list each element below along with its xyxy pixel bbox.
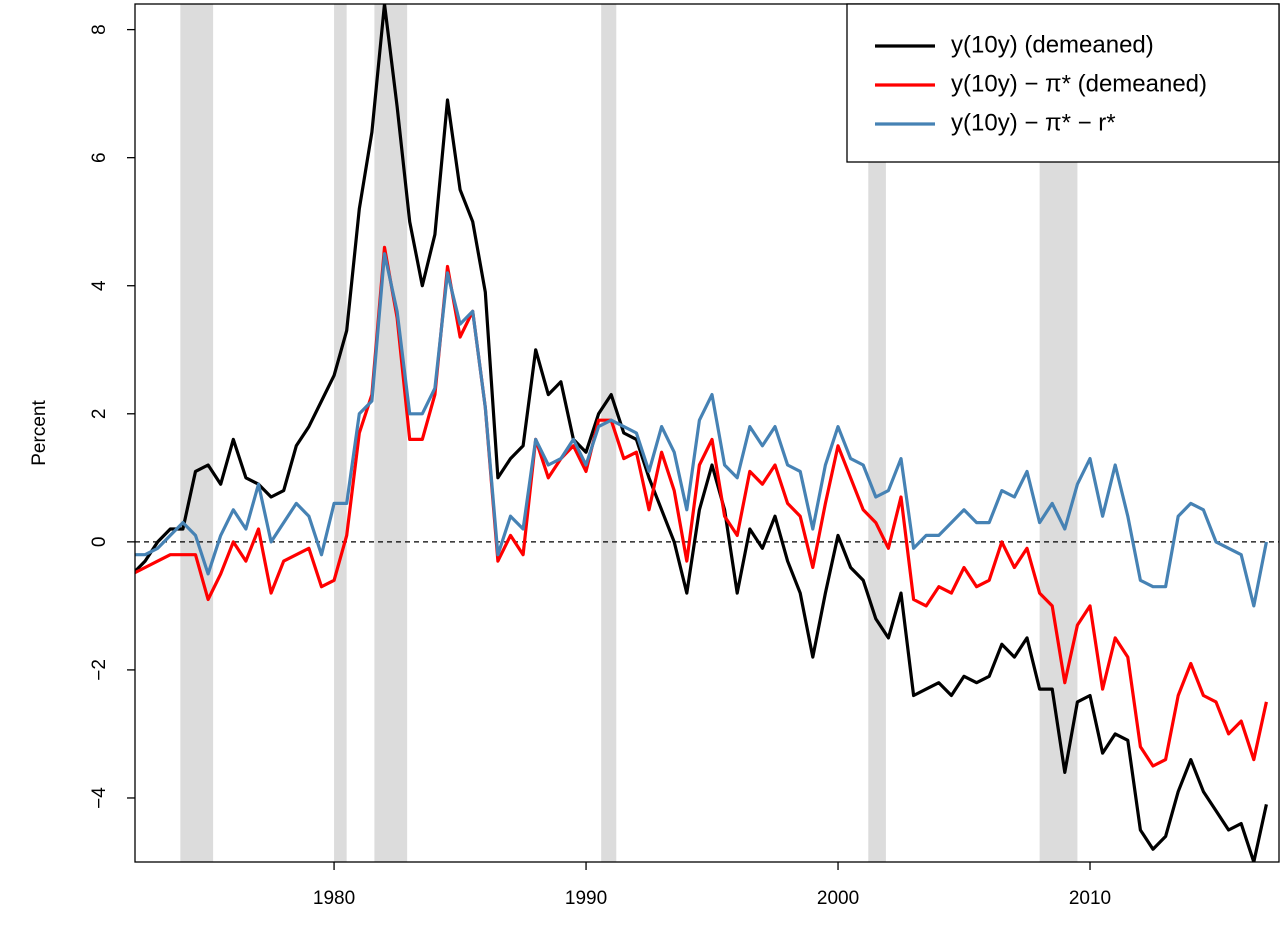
series-line — [135, 245, 1268, 768]
y-tick-label: −4 — [89, 787, 110, 809]
recession-band — [180, 4, 214, 862]
legend-label: y(10y) (demeaned) — [951, 31, 1154, 58]
y-tick-label: −2 — [89, 659, 110, 681]
recession-band — [601, 4, 617, 862]
y-tick-label: 6 — [89, 152, 110, 163]
legend-label: y(10y) − π* (demeaned) — [951, 70, 1207, 97]
legend-box — [846, 3, 1280, 163]
legend-label: y(10y) − π* − r* — [951, 109, 1116, 136]
y-tick-label: 0 — [89, 537, 110, 548]
y-tick-label: 2 — [89, 409, 110, 420]
series-line — [135, 4, 1268, 862]
x-tick-label: 2000 — [817, 888, 859, 909]
y-tick-label: 8 — [89, 24, 110, 35]
x-tick-label: 1980 — [313, 888, 355, 909]
x-tick-label: 1990 — [565, 888, 607, 909]
y-axis-label: Percent — [29, 400, 50, 466]
recession-band — [868, 4, 886, 862]
series-line — [135, 252, 1268, 608]
x-tick-label: 2010 — [1069, 888, 1111, 909]
y-tick-label: 4 — [89, 280, 110, 291]
recession-band — [334, 4, 347, 862]
plot-frame — [134, 3, 1280, 863]
recession-band — [374, 4, 408, 862]
